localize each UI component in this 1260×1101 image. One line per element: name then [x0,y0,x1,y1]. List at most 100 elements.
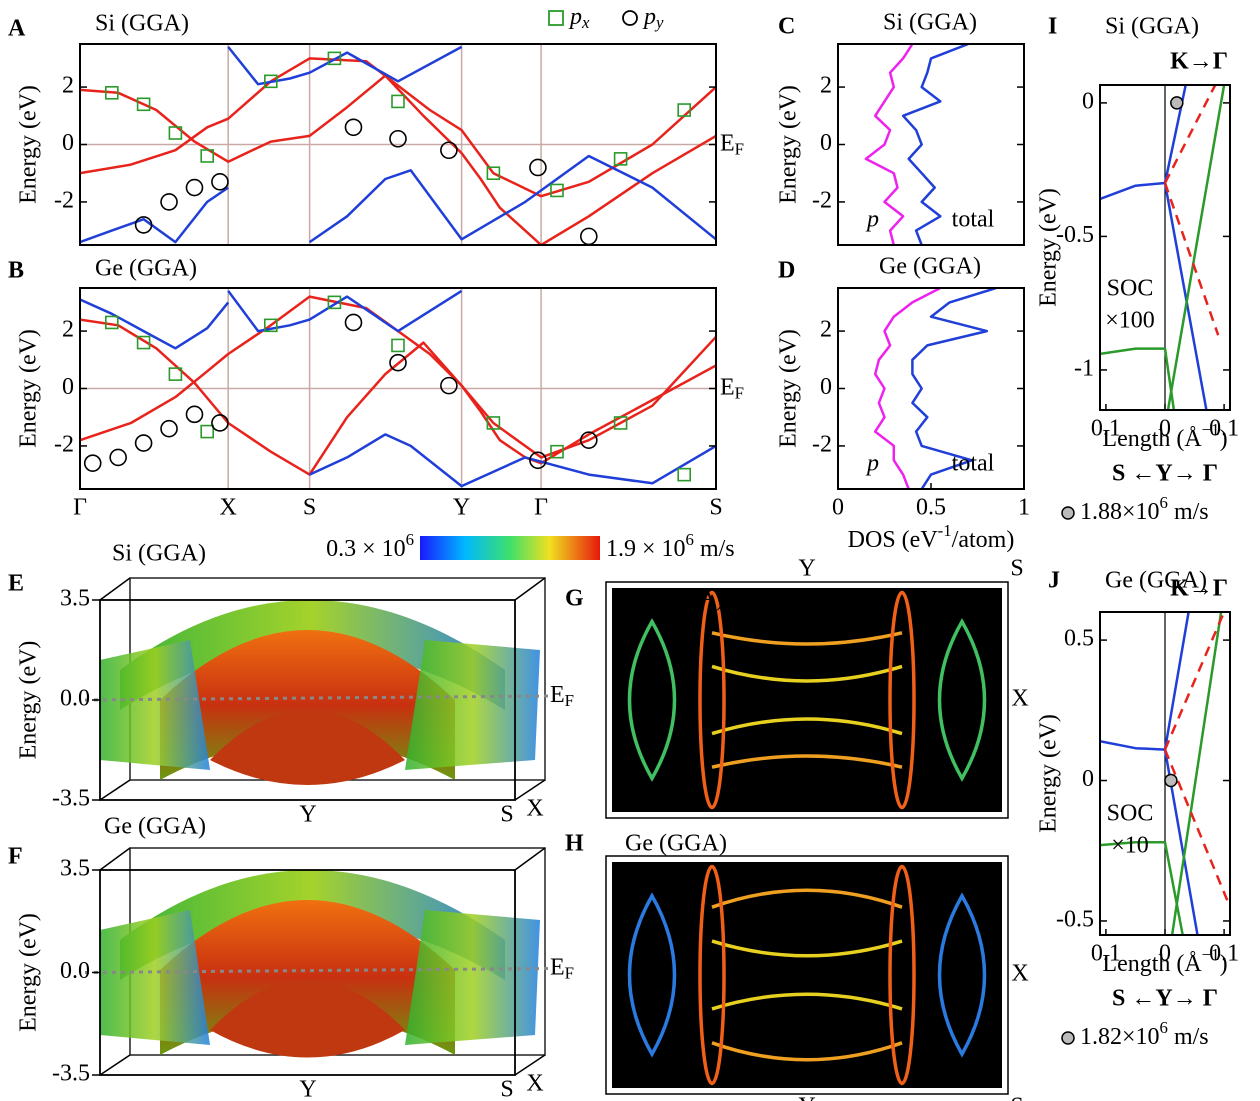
px-marker [105,86,119,100]
py-marker [580,227,598,245]
y-axis-label: Energy (eV) [16,85,42,204]
fermi-contour [711,754,903,769]
fermi-contour [711,888,903,909]
band-line [1163,612,1226,751]
fermi-contour [711,992,903,1011]
point-label: S [1010,1094,1023,1101]
x-tick-label: X [220,495,237,521]
x-axis-label-part: /atom) [952,527,1015,553]
band-line [80,186,229,244]
velocity-label-part: 6 [1160,1018,1168,1037]
x-axis-label-part: -1 [938,521,952,540]
band-line [227,289,463,333]
y-tick-label: 2 [820,73,832,99]
y-tick-label: 0.0 [60,686,90,712]
fermi-contour [937,892,987,1058]
x-axis-label-part: −1 [1202,945,1220,964]
px-marker [105,315,119,330]
series-label: p [865,451,879,477]
y-tick-label: 3.5 [60,586,90,612]
series-label: p [865,207,879,233]
x-axis-label-part: ) [1220,951,1228,977]
py-marker [389,353,407,372]
panel-title: Ge (GGA) [625,831,727,857]
py-marker [160,419,178,438]
band-line [1163,85,1217,184]
plot-area [864,44,969,245]
box-edge [99,1054,131,1076]
panel-title: Si (GGA) [95,11,189,37]
panel-letter: B [8,258,24,284]
px-marker [200,149,214,163]
point-label: X [1011,961,1028,987]
plot-area [1100,85,1226,410]
py-marker [185,178,204,197]
soc-label: ×10 [1111,833,1149,859]
x-axis-label-part: Length (Å [1102,951,1202,977]
fermi-label: EF [550,954,574,982]
band-line [308,154,716,244]
y-axis-label: Energy (eV) [16,913,42,1032]
fermi-surface-bg [612,588,1002,812]
px-marker [327,295,342,310]
y-axis-label: Energy (eV) [776,85,802,204]
px-marker [136,97,151,112]
py-marker [83,454,102,472]
y-tick-label: -3.5 [52,1061,90,1087]
panel-letter: G [565,586,584,612]
panel-letter: I [1048,14,1057,40]
legend-label: px [568,4,590,32]
y-tick-label: 2 [62,73,74,99]
panel-title: Ge (GGA) [1105,568,1207,594]
band-surface [100,640,210,770]
band-surface [120,870,505,980]
legend-point [1061,506,1075,520]
px-marker [613,416,628,430]
x-axis-label: Length (Å−1) [1102,420,1227,452]
band-line [80,57,716,198]
fermi-contour [888,864,916,1086]
y-tick-label: 0.5 [1064,626,1094,652]
px-marker [613,152,628,166]
box-edge [514,779,546,801]
y-tick-label: -2 [54,187,74,213]
footer: S ←Y→ Γ [1112,461,1218,487]
y-axis-label: Energy (eV) [776,329,802,448]
band-line [1100,739,1166,751]
panel-letter: F [8,844,23,870]
px-marker [168,126,183,140]
box-edge [514,577,546,601]
y-tick-label: 2 [62,317,74,343]
x-tick-label: 1 [1018,495,1030,521]
px-marker [391,338,405,353]
y-tick-label: -1 [1074,355,1094,381]
band-line [309,433,716,488]
velocity-label: 1.82×106 m/s [1080,1018,1209,1050]
px-marker [677,467,692,482]
velocity-label-part: m/s [1168,1024,1209,1050]
fermi-contour [627,892,677,1058]
x-axis-label-part: −1 [1202,420,1220,439]
point-label: X [1011,686,1028,712]
px-marker [486,416,501,430]
box-edge [514,1054,546,1076]
band-line [1163,612,1190,750]
band-line [873,288,941,489]
py-marker [134,434,153,452]
y-tick-label: -2 [54,431,74,457]
px-marker [677,103,692,117]
footer: S ←Y→ Γ [1112,986,1218,1012]
header: K→Γ [1170,576,1228,602]
velocity-label-part: m/s [1168,499,1209,525]
point-label: X [526,796,543,822]
panel-letter: C [778,14,795,40]
band-line [227,45,463,86]
band-line [80,298,230,350]
velocity-label: 1.88×106 m/s [1080,493,1209,525]
fermi-contour [711,939,903,958]
y-tick-label: 0 [1082,88,1094,114]
fermi-label: EF [720,130,744,158]
point-label: Γ [800,961,814,987]
fermi-contour [711,631,903,646]
y-tick-label: -3.5 [52,786,90,812]
